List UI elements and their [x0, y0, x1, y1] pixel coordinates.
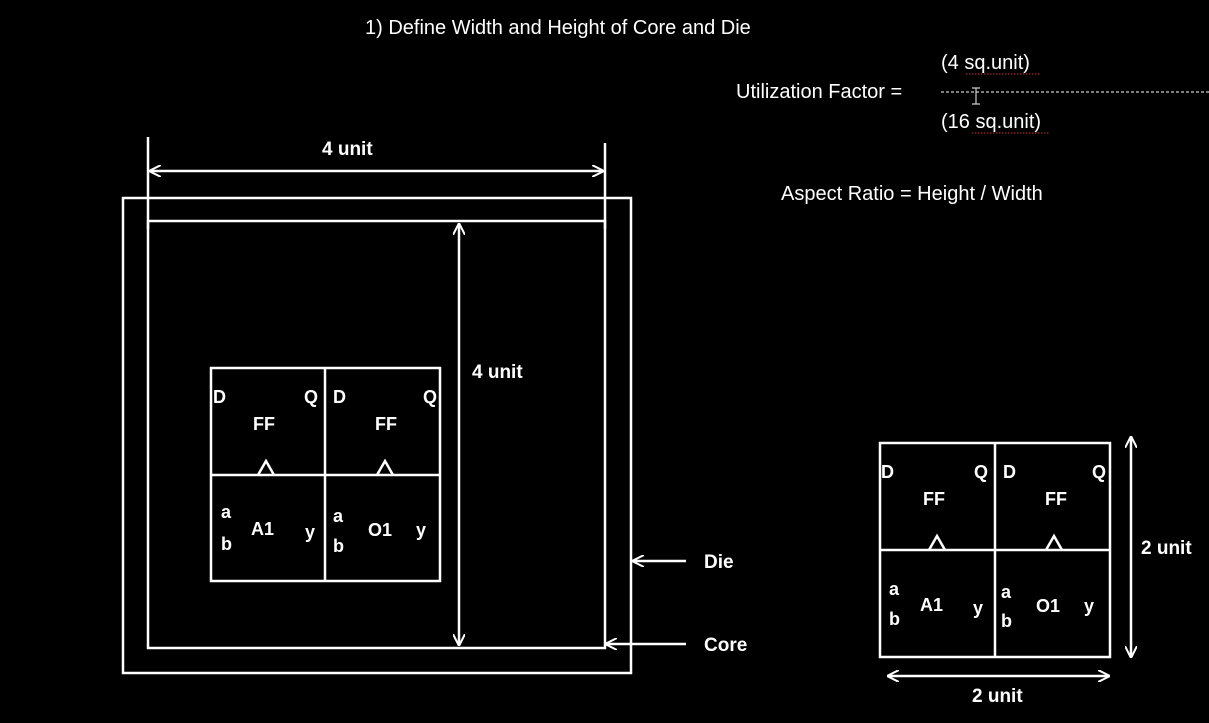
utilization-denominator: (16 sq.unit) — [941, 111, 1041, 133]
core-label: Core — [704, 635, 747, 656]
ff2-pin-q: Q — [1092, 462, 1106, 482]
ff2-clock-icon — [375, 458, 395, 476]
ff2-clock-icon — [1044, 533, 1064, 551]
ff1-clock-icon — [256, 458, 276, 476]
or-gate-label: O1 — [368, 520, 392, 540]
and-pin-y: y — [305, 522, 315, 542]
ff1-label: FF — [253, 414, 275, 434]
or-pin-b: b — [1001, 611, 1012, 631]
core-height-label: 4 unit — [472, 362, 523, 383]
or-pin-a: a — [1001, 582, 1012, 602]
or-pin-y: y — [416, 520, 426, 540]
and-pin-y: y — [973, 598, 983, 618]
ff1-clock-icon — [927, 533, 947, 551]
or-pin-b: b — [333, 536, 344, 556]
and-pin-b: b — [889, 609, 900, 629]
text-cursor-icon — [972, 87, 980, 105]
ff1-pin-d: D — [881, 462, 894, 482]
and-pin-a: a — [221, 502, 232, 522]
and-pin-a: a — [889, 579, 900, 599]
ff2-pin-d: D — [1003, 462, 1016, 482]
ff2-label: FF — [375, 414, 397, 434]
ff1-label: FF — [923, 489, 945, 509]
or-pin-y: y — [1084, 596, 1094, 616]
ff1-pin-q: Q — [304, 387, 318, 407]
aspect-ratio-formula: Aspect Ratio = Height / Width — [781, 183, 1043, 205]
or-gate-label: O1 — [1036, 596, 1060, 616]
ff2-pin-d: D — [333, 387, 346, 407]
die-label: Die — [704, 552, 734, 573]
ff1-pin-d: D — [213, 387, 226, 407]
die-boundary — [121, 196, 633, 675]
diagram-title: 1) Define Width and Height of Core and D… — [365, 17, 751, 39]
core-width-label: 4 unit — [322, 139, 373, 160]
block-width-label: 2 unit — [972, 686, 1023, 707]
block-height-label: 2 unit — [1141, 538, 1192, 559]
and-gate-label: A1 — [251, 519, 274, 539]
utilization-numerator: (4 sq.unit) — [941, 52, 1030, 74]
and-gate-label: A1 — [920, 595, 943, 615]
cell-block-left: D Q FF D Q FF a b A1 y a b O1 y — [209, 366, 442, 583]
or-pin-a: a — [333, 506, 344, 526]
ff2-label: FF — [1045, 489, 1067, 509]
and-pin-b: b — [221, 534, 232, 554]
cell-block-right: D Q FF D Q FF a b A1 y a b O1 y — [878, 441, 1112, 659]
ff1-pin-q: Q — [974, 462, 988, 482]
utilization-factor-label: Utilization Factor = — [736, 81, 902, 103]
core-boundary — [146, 219, 607, 650]
ff2-pin-q: Q — [423, 387, 437, 407]
